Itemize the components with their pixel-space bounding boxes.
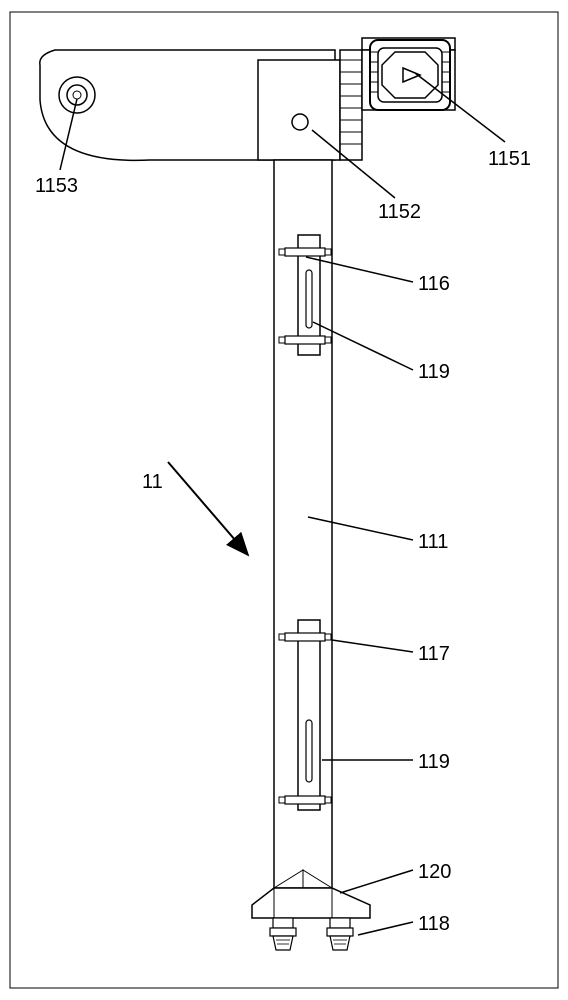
patent-figure: 1151 1152 1153 116 119 11 111 117 119 12… <box>0 0 568 1000</box>
label-117: 117 <box>418 643 450 665</box>
label-120: 120 <box>418 861 451 883</box>
label-111: 111 <box>418 531 448 553</box>
label-11: 11 <box>142 471 163 493</box>
label-1151: 1151 <box>488 148 531 170</box>
label-118: 118 <box>418 913 450 935</box>
label-116: 116 <box>418 273 450 295</box>
casters-118 <box>270 918 353 950</box>
motor-1151 <box>370 40 450 110</box>
label-119a: 119 <box>418 361 450 383</box>
label-119b: 119 <box>418 751 450 773</box>
label-1153: 1153 <box>35 175 78 197</box>
ref-arrow-11 <box>168 462 248 555</box>
label-1152: 1152 <box>378 201 421 223</box>
